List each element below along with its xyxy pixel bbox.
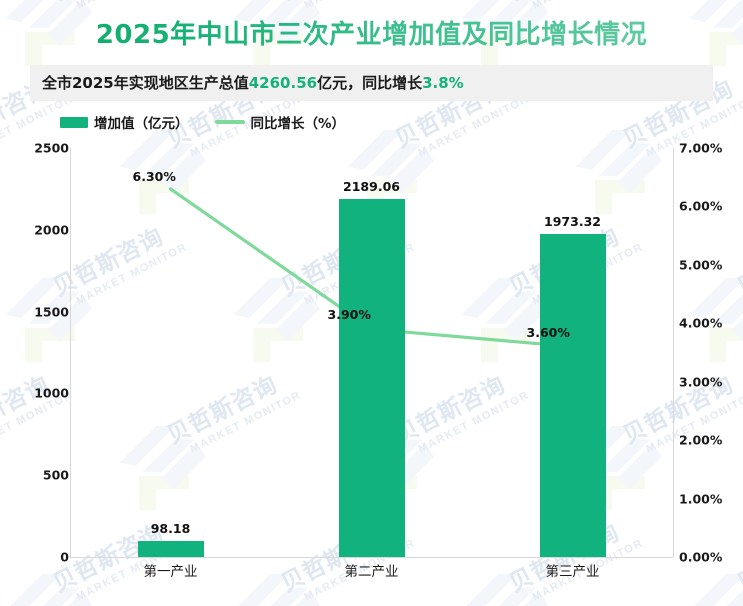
right-axis-line [673, 148, 674, 557]
bar-2[interactable] [338, 198, 405, 557]
x-axis-category-label: 第三产业 [545, 564, 600, 580]
bar-value-label: 1973.32 [544, 214, 601, 230]
chart-legend: 增加值（亿元） 同比增长（%） [60, 112, 743, 132]
legend-bar-label: 增加值（亿元） [94, 116, 189, 132]
y-axis-tick-label: 0 [60, 549, 69, 565]
subtitle-gdp-value: 4260.56 [248, 73, 318, 92]
plot-area: 0 500 1000 1500 2000 2500 0.00% 1.00% 2.00% 3.00%… [0, 140, 743, 581]
y2-axis-tick-label: 2.00% [679, 432, 723, 448]
y-axis-tick-label: 2000 [34, 222, 69, 238]
legend-item-line[interactable]: 同比增长（%） [214, 112, 346, 132]
legend-bar-swatch-icon [60, 116, 88, 128]
legend-line-label: 同比增长（%） [250, 116, 346, 132]
line-value-label: 3.90% [327, 307, 371, 323]
y-axis-tick-label: 1500 [34, 304, 69, 320]
bar-1[interactable] [137, 540, 204, 557]
y2-axis-tick-label: 3.00% [679, 374, 723, 390]
y-axis-tick-label: 1000 [34, 385, 69, 401]
bar-3[interactable] [539, 234, 606, 557]
y2-axis-tick-label: 0.00% [679, 549, 723, 565]
legend-item-bar[interactable]: 增加值（亿元） [60, 112, 189, 132]
brand-logo-icon [10, 573, 93, 606]
y2-axis-tick-label: 4.00% [679, 315, 723, 331]
line-value-label: 6.30% [132, 168, 176, 184]
y2-axis-tick-label: 5.00% [679, 257, 723, 273]
line-value-label: 3.60% [526, 324, 570, 340]
y2-axis-tick-label: 1.00% [679, 491, 723, 507]
y-axis-tick-label: 2500 [34, 140, 69, 156]
y2-axis-tick-label: 7.00% [679, 140, 723, 156]
x-axis-line [70, 557, 673, 558]
subtitle-banner: 全市2025年实现地区生产总值 4260.56 亿元，同比增长 3.8% [30, 65, 713, 101]
y-axis-tick-label: 500 [42, 467, 69, 483]
x-axis-category-label: 第一产业 [143, 564, 198, 580]
subtitle-prefix: 全市2025年实现地区生产总值 [42, 74, 249, 92]
subtitle-growth-value: 3.8% [422, 73, 464, 92]
brand-logo-icon [238, 573, 321, 606]
subtitle-middle: 亿元，同比增长 [317, 74, 423, 92]
chart-header: 2025年中山市三次产业增加值及同比增长情况 全市2025年实现地区生产总值 42… [0, 0, 743, 132]
page-title: 2025年中山市三次产业增加值及同比增长情况 [0, 0, 743, 51]
brand-logo-icon [694, 573, 743, 606]
legend-line-swatch-icon [214, 120, 245, 124]
bar-value-label: 2189.06 [343, 178, 400, 194]
y2-axis-tick-label: 6.00% [679, 198, 723, 214]
brand-logo-icon [466, 573, 549, 606]
bar-value-label: 98.18 [150, 520, 191, 536]
x-axis-category-label: 第二产业 [344, 564, 399, 580]
